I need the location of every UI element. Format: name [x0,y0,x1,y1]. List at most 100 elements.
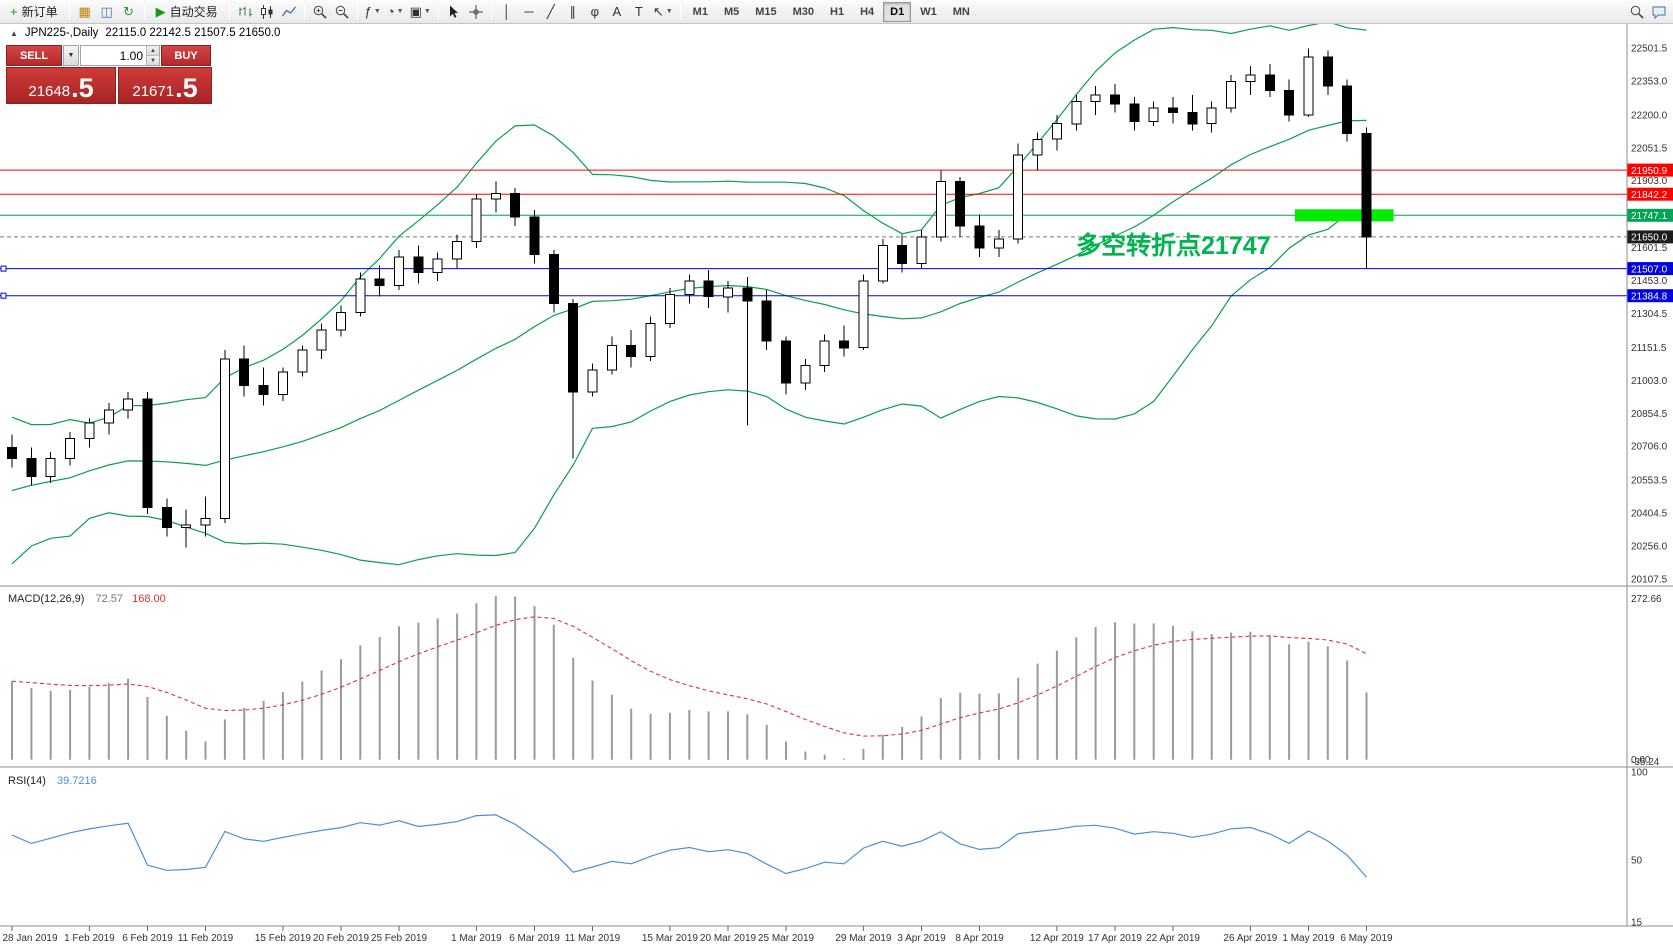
macd-histogram-bar [901,727,904,760]
vertical-line-button[interactable]: │ [496,1,518,22]
candle [277,371,288,395]
candle [1187,112,1198,125]
chat-button[interactable] [1648,1,1670,22]
macd-histogram-bar [1055,650,1058,760]
highlight-band[interactable] [1294,209,1394,222]
price-tick-label: 22501.5 [1631,44,1668,55]
timeframe-m5-button[interactable]: M5 [723,5,740,18]
candlestick-chart-icon [259,4,275,20]
candlestick-chart-button[interactable] [256,1,278,22]
candle [684,280,695,296]
candle [993,238,1004,249]
macd-histogram-bar [69,689,72,760]
search-button[interactable] [1626,1,1648,22]
cursor-button[interactable] [443,1,465,22]
crosshair-button[interactable] [465,1,487,22]
line-chart-button[interactable] [278,1,300,22]
price-label-bg [1627,187,1673,201]
sell-price-button[interactable]: 21648 .5 [6,67,116,104]
macd-histogram-bar [301,681,304,760]
price-label: 21650.0 [1631,233,1668,244]
macd-histogram-bar [591,680,594,760]
profiles-button[interactable]: ◫ [96,1,118,22]
annotation-text[interactable]: 多空转折点21747 [1076,231,1271,260]
order-options-dropdown[interactable]: ▼ [63,45,79,66]
new-order-icon: + [10,4,18,19]
bar-chart-button[interactable] [234,1,256,22]
new-chart-button[interactable]: ▦ [74,1,96,22]
buy-price-main: 21671 [132,82,175,100]
date-label: 1 May 2019 [1282,933,1335,944]
sell-button[interactable]: SELL [6,45,62,66]
timeframe-d1-button[interactable]: D1 [883,1,912,22]
timeframe-m1-button[interactable]: M1 [692,5,708,18]
arrows-button[interactable]: ↖ ▼ [650,1,676,22]
macd-tick-label: 272.66 [1631,594,1662,605]
indicators-icon: ƒ [364,4,372,19]
rsi-tick-label: 100 [1631,768,1648,779]
dropdown-arrow-icon: ▼ [396,8,404,15]
text-button[interactable]: A [606,1,628,22]
autotrading-button[interactable]: ▶ 自动交易 [149,1,225,22]
buy-price-button[interactable]: 21671 .5 [118,67,212,104]
time-axis[interactable]: 28 Jan 2019 1 Feb 2019 6 Feb 2019 11 Feb 20… [2,926,1393,944]
candle [703,280,714,298]
trendline-button[interactable]: ╱ [540,1,562,22]
timeframe-m30-button[interactable]: M30 [792,5,815,18]
crosshair-icon [468,4,484,20]
timeframe-h1-button[interactable]: H1 [830,5,845,18]
date-label: 6 Feb 2019 [122,933,173,944]
candle [761,300,772,342]
macd-histogram-bar [978,693,981,760]
autotrading-button-label: 自动交易 [169,5,218,19]
zoom-in-button[interactable] [309,1,331,22]
line-anchor-handle[interactable] [0,265,7,272]
macd-histogram-bar [1191,631,1194,760]
channel-button[interactable]: ∥ [562,1,584,22]
trendline-icon: ╱ [546,4,555,19]
macd-histogram-bar [1365,692,1368,760]
price-label: 21384.8 [1631,292,1668,303]
indicators-button[interactable]: ƒ ▼ [362,1,384,22]
candle [45,458,56,477]
timeframe-mn-button[interactable]: MN [952,5,970,18]
templates-button[interactable]: ▣ ▼ [407,1,434,22]
macd-histogram-bar [939,697,942,760]
horizontal-line-button[interactable]: ─ [518,1,540,22]
timeframe-w1-button[interactable]: W1 [920,5,937,18]
macd-histogram-bar [785,741,787,760]
macd-histogram-bar [649,713,652,760]
volume-up-button[interactable]: ▲ [147,46,159,56]
volume-down-button[interactable]: ▼ [147,56,159,65]
horizontal-line-icon: ─ [524,4,534,19]
refresh-button[interactable]: ↻ [118,1,140,22]
timeframe-m15-button[interactable]: M15 [755,5,777,18]
price-tick-label: 22200.0 [1631,110,1668,121]
macd-label: MACD(12,26,9) [8,593,84,605]
date-label: 17 Apr 2019 [1088,933,1142,944]
zoom-out-button[interactable] [331,1,353,22]
candle [1051,123,1062,140]
macd-histogram-bar [398,626,400,760]
macd-histogram-bar [1133,623,1136,760]
macd-histogram-bar [630,708,633,760]
new-order-button[interactable]: + 新订单 [3,1,65,22]
line-anchor-handle[interactable] [0,292,7,299]
label-button[interactable]: T [628,1,650,22]
price-axis[interactable]: 22501.522353.022200.022051.521903.021754… [1627,44,1673,929]
chart-plot-area[interactable] [0,24,1627,926]
volume-input[interactable] [81,46,146,65]
candle [1284,90,1295,116]
fibonacci-button[interactable]: φ [584,1,606,22]
price-tick-label: 21903.0 [1631,176,1668,187]
price-label-bg [1627,230,1673,244]
timeframe-h4-button[interactable]: H4 [860,5,875,18]
date-label: 3 Apr 2019 [897,933,946,944]
date-label: 11 Feb 2019 [178,933,234,944]
macd-tick-label: -35.24 [1631,757,1660,768]
price-tick-label: 21151.5 [1631,343,1667,354]
buy-button[interactable]: BUY [161,45,211,66]
collapse-panel-icon[interactable]: ▲ [10,28,18,38]
macd-histogram-bar [1210,634,1213,760]
periods-button[interactable]: ◔ ▼ [384,1,407,22]
